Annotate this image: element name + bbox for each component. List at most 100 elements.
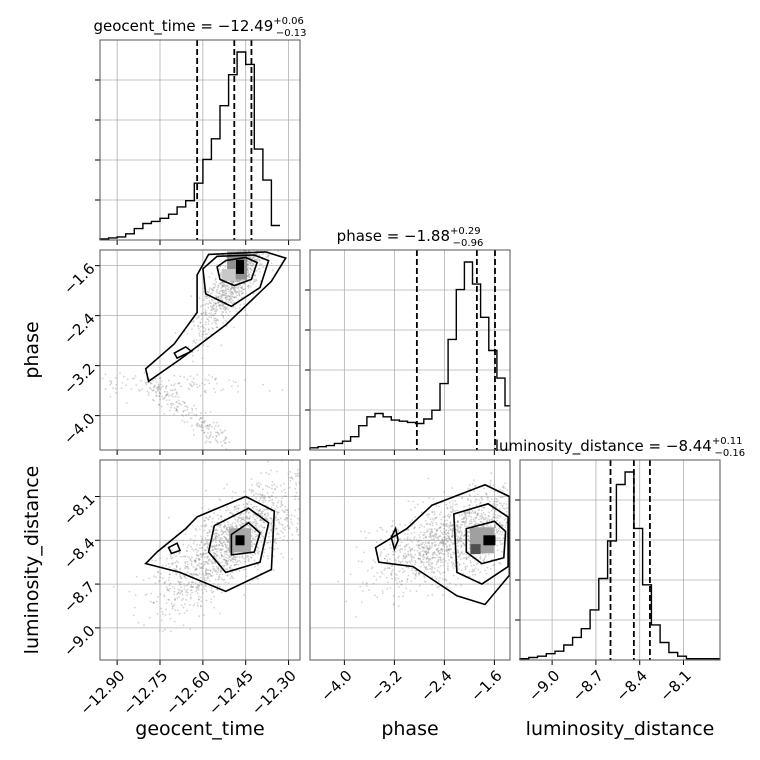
sample-point (425, 553, 428, 555)
density-cell (470, 544, 481, 555)
sample-point (112, 387, 114, 390)
sample-point (429, 531, 432, 534)
sample-point (423, 533, 425, 536)
sample-point (238, 504, 240, 507)
sample-point (223, 578, 226, 581)
sample-point (495, 517, 498, 519)
sample-point (386, 588, 389, 590)
sample-point (464, 534, 466, 537)
sample-point (414, 577, 416, 580)
sample-point (467, 535, 469, 537)
sample-point (247, 524, 249, 527)
sample-point (431, 544, 434, 546)
sample-point (428, 548, 431, 550)
sample-point (413, 531, 416, 534)
sample-point (413, 536, 416, 539)
sample-point (220, 304, 223, 307)
sample-point (504, 482, 507, 484)
sample-point (257, 257, 259, 260)
sample-point (275, 515, 277, 518)
sample-point (469, 488, 471, 490)
sample-point (203, 519, 206, 522)
sample-point (428, 535, 431, 538)
sample-point (183, 421, 186, 424)
sample-point (284, 526, 287, 528)
sample-point (449, 528, 452, 531)
sample-point (505, 521, 508, 524)
sample-point (281, 531, 284, 534)
sample-point (213, 595, 215, 598)
sample-point (211, 591, 214, 594)
sample-point (402, 595, 405, 598)
sample-point (222, 530, 225, 533)
sample-point (411, 547, 414, 550)
sample-point (201, 335, 204, 338)
sample-point (404, 552, 406, 555)
sample-point (224, 559, 227, 561)
density-cell (236, 259, 244, 274)
sample-point (266, 485, 269, 488)
sample-point (224, 524, 226, 526)
panel-background (310, 460, 510, 660)
sample-point (476, 514, 479, 516)
sample-point (255, 258, 258, 261)
sample-point (200, 412, 203, 415)
sample-point (224, 294, 226, 297)
sample-point (488, 511, 490, 514)
sample-point (179, 575, 182, 577)
sample-point (228, 566, 231, 569)
sample-point (215, 302, 217, 305)
sample-point (236, 311, 238, 313)
sample-point (157, 390, 160, 393)
sample-point (188, 581, 190, 583)
sample-point (474, 573, 477, 576)
sample-point (250, 491, 253, 494)
sample-point (200, 605, 202, 608)
sample-point (223, 283, 226, 286)
sample-point (272, 504, 275, 506)
sample-point (414, 561, 417, 564)
sample-point (426, 523, 429, 525)
sample-point (198, 585, 201, 587)
sample-point (157, 571, 159, 573)
sample-point (448, 549, 451, 552)
sample-point (427, 551, 429, 554)
sample-point (206, 552, 208, 555)
sample-point (164, 628, 167, 631)
sample-point (398, 555, 400, 558)
sample-point (424, 581, 427, 583)
sample-point (503, 508, 506, 510)
panel-luminosity_distance-vs-luminosity_distance (515, 460, 720, 665)
sample-point (170, 602, 173, 605)
sample-point (441, 539, 444, 542)
sample-point (404, 546, 406, 548)
sample-point (428, 513, 431, 516)
sample-point (387, 553, 390, 556)
sample-point (218, 509, 221, 511)
sample-point (170, 394, 173, 396)
sample-point (226, 574, 229, 577)
x-tick-label: −8.1 (656, 667, 694, 705)
sample-point (489, 484, 492, 486)
sample-point (478, 508, 481, 511)
sample-point (394, 550, 396, 553)
sample-point (229, 292, 232, 295)
sample-point (428, 546, 431, 549)
sample-point (427, 551, 430, 554)
sample-point (208, 529, 211, 531)
sample-point (462, 562, 465, 565)
sample-point (206, 542, 209, 545)
sample-point (250, 541, 253, 544)
sample-point (425, 557, 428, 560)
sample-point (442, 542, 445, 545)
sample-point (203, 552, 206, 555)
sample-point (217, 286, 219, 289)
sample-point (224, 545, 227, 548)
sample-point (498, 508, 501, 510)
sample-point (203, 290, 205, 293)
sample-point (202, 565, 205, 568)
sample-point (202, 586, 205, 588)
sample-point (220, 296, 223, 299)
sample-point (209, 423, 212, 426)
sample-point (189, 558, 192, 561)
